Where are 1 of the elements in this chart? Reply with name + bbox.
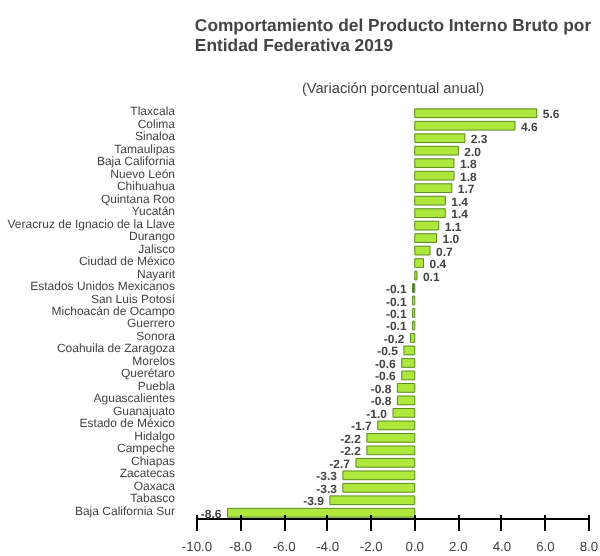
chart-title: Comportamiento del Producto Interno Bruto por Entidad Federativa 2019: [194, 15, 593, 55]
